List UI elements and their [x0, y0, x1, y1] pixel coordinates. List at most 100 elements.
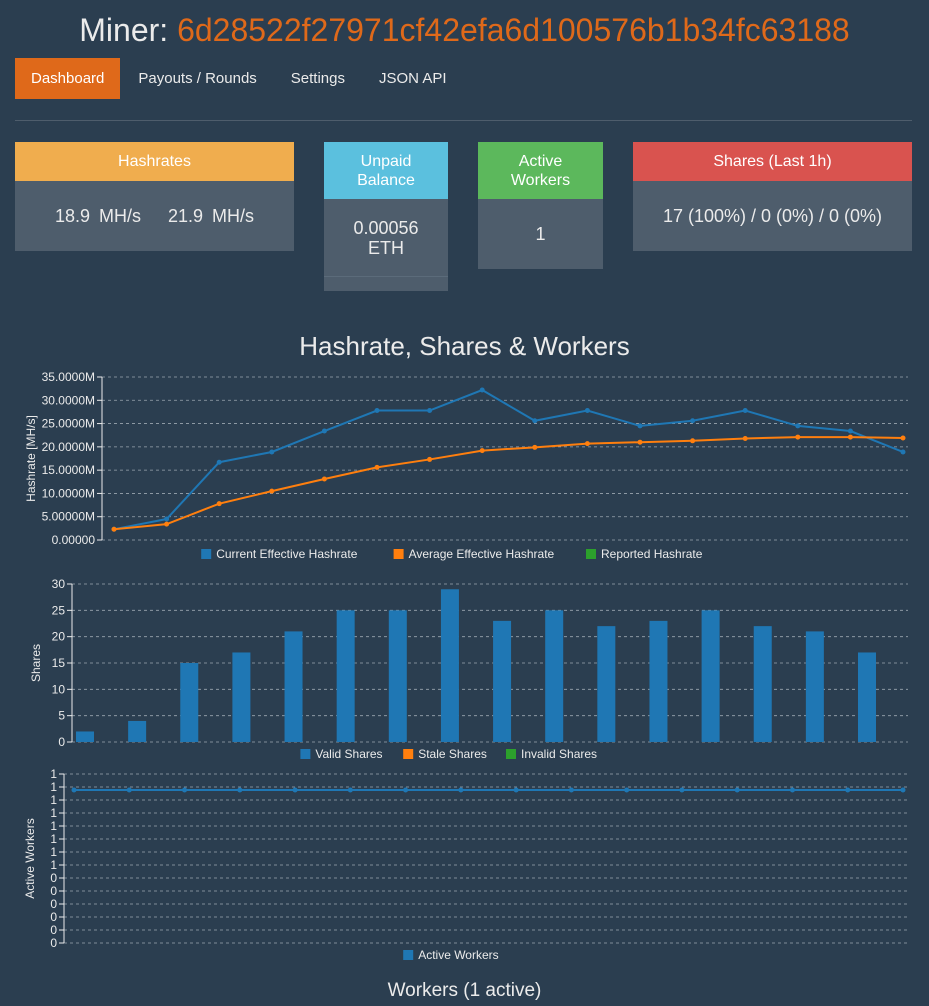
y-tick-label: 0.00000: [52, 533, 96, 547]
data-point: [847, 434, 853, 440]
data-point: [427, 456, 433, 462]
y-tick-label: 1: [50, 845, 57, 859]
data-point: [374, 464, 380, 470]
legend-swatch: [201, 549, 212, 559]
legend-label: Active Workers: [418, 948, 498, 962]
active-workers-card-title: Active Workers: [478, 142, 603, 199]
data-point: [789, 787, 795, 793]
data-point: [795, 423, 801, 429]
data-point: [847, 428, 853, 434]
data-point: [679, 787, 685, 793]
y-tick-label: 0: [50, 871, 57, 885]
legend-swatch: [506, 749, 516, 759]
hashrate-chart: 0.00000 5.00000M 10.0000M 15.0000M 20.0000M 2…: [24, 370, 908, 561]
data-point: [427, 408, 433, 414]
y-tick-label: 25.0000M: [42, 417, 95, 431]
data-point: [292, 787, 298, 793]
data-point: [269, 488, 275, 494]
unpaid-balance-card-value: 0.00056 ETH: [324, 199, 448, 276]
y-axis-label: Hashrate [MH/s]: [24, 415, 38, 502]
data-point: [111, 526, 117, 532]
data-point: [71, 787, 77, 793]
y-tick-label: 0: [50, 897, 57, 911]
y-tick-label: 20: [52, 630, 66, 644]
data-point: [216, 501, 222, 507]
share-bar: [649, 620, 668, 742]
legend-swatch: [393, 549, 404, 559]
unpaid-balance-card: Unpaid Balance 0.00056 ETH: [324, 142, 448, 291]
data-point: [637, 439, 643, 445]
nav-payouts-rounds[interactable]: Payouts / Rounds: [138, 70, 257, 87]
y-tick-label: 20.0000M: [42, 440, 95, 454]
data-point: [795, 434, 801, 440]
data-point: [458, 787, 464, 793]
y-tick-label: 35.0000M: [42, 370, 95, 384]
data-point: [742, 408, 748, 414]
y-tick-label: 0: [50, 923, 57, 937]
share-bar: [805, 631, 824, 742]
nav-dashboard[interactable]: Dashboard: [15, 58, 121, 99]
share-bar: [128, 720, 147, 742]
workers-section-title: Workers (1 active): [387, 980, 542, 1001]
data-point: [479, 387, 485, 393]
y-tick-label: 30: [52, 577, 66, 591]
share-bar: [388, 610, 407, 742]
y-tick-label: 25: [52, 603, 66, 617]
y-tick-label: 0: [50, 936, 57, 950]
data-point: [900, 449, 906, 455]
y-tick-label: 5: [58, 709, 65, 723]
data-point: [734, 787, 740, 793]
legend-label: Reported Hashrate: [601, 547, 703, 561]
y-tick-label: 1: [50, 806, 57, 820]
data-point: [532, 444, 538, 450]
data-point: [568, 787, 574, 793]
data-point: [126, 787, 132, 793]
data-point: [216, 459, 222, 465]
y-axis-label: Active Workers: [23, 818, 37, 898]
data-point: [584, 441, 590, 447]
data-point: [900, 435, 906, 441]
nav-settings[interactable]: Settings: [290, 70, 345, 87]
legend-label: Average Effective Hashrate: [409, 547, 555, 561]
y-tick-label: 10.0000M: [42, 486, 95, 500]
data-point: [269, 449, 275, 455]
hashrates-card-value: 18.9 MH/s 21.9 MH/s: [15, 181, 294, 251]
share-bar: [232, 652, 251, 742]
legend-label: Current Effective Hashrate: [216, 547, 358, 561]
data-point: [403, 787, 409, 793]
data-point: [164, 516, 170, 522]
data-point: [479, 448, 485, 454]
active-workers-card-value: 1: [478, 199, 603, 269]
unpaid-balance-card-title: Unpaid Balance: [324, 142, 448, 199]
nav-json-api[interactable]: JSON API: [379, 70, 447, 87]
data-point: [374, 408, 380, 414]
data-point: [900, 787, 906, 793]
share-bar: [180, 663, 199, 742]
share-bar: [336, 610, 355, 742]
y-tick-label: 1: [50, 832, 57, 846]
y-tick-label: 1: [50, 767, 57, 781]
shares-card: Shares (Last 1h) 17 (100%) / 0 (0%) / 0 …: [633, 142, 912, 251]
data-point: [347, 787, 353, 793]
miner-address: 6d28522f27971cf42efa6d100576b1b34fc63188: [177, 12, 850, 48]
unpaid-balance-card-footer: [324, 276, 448, 291]
legend-label: Stale Shares: [418, 747, 487, 761]
legend-swatch: [300, 749, 311, 759]
legend-swatch: [403, 749, 414, 759]
y-tick-label: 15.0000M: [42, 463, 95, 477]
unpaid-balance-value-text: 0.00056 ETH: [353, 217, 419, 258]
share-bar: [545, 610, 564, 742]
share-bar: [858, 652, 876, 742]
y-tick-label: 1: [50, 793, 57, 807]
y-tick-label: 0: [50, 884, 57, 898]
share-bar: [284, 631, 303, 742]
data-point: [690, 438, 696, 444]
y-tick-label: 1: [50, 858, 57, 872]
unpaid-balance-title-text: Unpaid Balance: [357, 152, 415, 189]
data-point: [321, 476, 327, 482]
data-point: [742, 435, 748, 441]
y-tick-label: 5.00000M: [42, 510, 95, 524]
data-point: [584, 408, 590, 414]
y-tick-label: 1: [50, 780, 57, 794]
